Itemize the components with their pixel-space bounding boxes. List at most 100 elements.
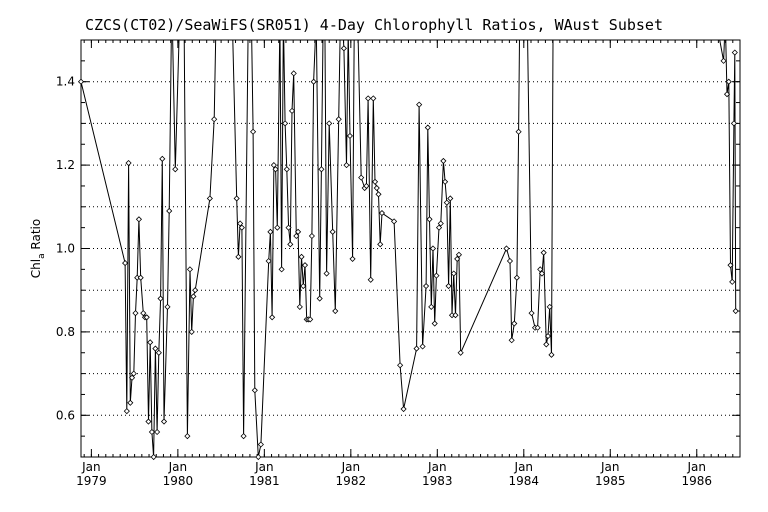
y-axis-label-sub: a — [37, 253, 47, 259]
data-point — [282, 120, 289, 127]
data-point — [132, 310, 139, 317]
data-point — [397, 362, 404, 369]
data-point — [166, 207, 173, 215]
data-point — [148, 428, 155, 436]
gridlines — [81, 81, 740, 416]
data-point — [506, 257, 514, 265]
data-point — [265, 257, 272, 265]
data-point — [349, 255, 356, 262]
x-tick-label-month: Jan — [254, 460, 274, 474]
data-point — [164, 303, 171, 310]
series-line — [81, 40, 554, 457]
data-point — [452, 312, 459, 319]
data-point — [363, 182, 370, 190]
data-point — [346, 132, 354, 139]
y-tick-label: 1.4 — [56, 75, 75, 89]
y-tick-label: 1.2 — [56, 158, 75, 172]
data-point — [416, 101, 423, 108]
x-tick-label-year: 1980 — [163, 474, 194, 488]
x-tick-label-month: Jan — [341, 460, 361, 474]
data-point — [454, 255, 461, 262]
data-point — [546, 303, 553, 310]
data-point — [137, 274, 144, 281]
data-point — [237, 220, 244, 227]
data-point — [373, 184, 380, 192]
data-point — [145, 418, 152, 425]
data-point — [323, 270, 330, 277]
data-point — [184, 433, 191, 440]
data-point — [287, 241, 294, 248]
data-point — [150, 453, 157, 461]
data-point — [318, 166, 325, 173]
data-point — [143, 314, 150, 321]
data-point — [727, 262, 734, 269]
data-point — [429, 245, 437, 252]
data-point — [371, 178, 379, 185]
data-point — [274, 224, 281, 231]
data-point — [335, 116, 342, 123]
data-point — [160, 418, 168, 425]
data-point — [233, 195, 240, 202]
x-tick-label-year: 1985 — [595, 474, 626, 488]
data-point — [329, 228, 336, 235]
x-tick-label-month: Jan — [600, 460, 620, 474]
x-tick-label-month: Jan — [427, 460, 447, 474]
data-point — [731, 49, 738, 56]
data-point — [172, 166, 179, 173]
y-tick-label: 1.0 — [56, 242, 75, 256]
x-tick-label-year: 1983 — [422, 474, 453, 488]
data-point — [154, 428, 161, 436]
data-point — [192, 287, 199, 294]
data-point — [365, 95, 372, 102]
data-point — [437, 220, 444, 227]
data-point — [435, 224, 443, 231]
data-point — [543, 341, 550, 348]
data-point — [431, 320, 438, 327]
data-point — [426, 216, 433, 223]
data-point — [278, 266, 285, 273]
data-point — [211, 116, 218, 123]
data-point — [296, 303, 303, 310]
data-point — [537, 266, 544, 273]
x-tick-label-year: 1984 — [509, 474, 540, 488]
data-point — [419, 343, 426, 350]
data-point — [367, 276, 374, 283]
data-point — [300, 282, 307, 290]
data-point — [127, 399, 134, 406]
data-point — [251, 387, 258, 394]
data-point — [301, 262, 309, 269]
x-tick-label-year: 1982 — [336, 474, 367, 488]
data-point — [544, 333, 552, 340]
data-point — [316, 295, 323, 302]
data-point — [447, 195, 454, 202]
data-point — [240, 433, 247, 440]
data-point — [123, 408, 130, 415]
data-point — [77, 78, 85, 85]
data-point — [269, 314, 276, 321]
data-point — [511, 320, 518, 327]
data-point — [445, 282, 452, 290]
data-point — [508, 337, 515, 344]
data-point — [433, 272, 440, 279]
data-point — [307, 316, 314, 323]
data-point — [128, 374, 136, 381]
data-point — [725, 78, 732, 85]
data-point — [378, 209, 386, 217]
data-point — [358, 174, 365, 181]
data-point — [326, 120, 333, 127]
data-point — [186, 266, 194, 273]
x-tick-label-month: Jan — [168, 460, 188, 474]
data-point — [440, 157, 447, 164]
y-axis-label: Chla Ratio — [29, 219, 47, 278]
data-point — [298, 253, 305, 260]
y-tick-label: 0.8 — [56, 325, 75, 339]
data-point — [285, 224, 292, 231]
data-point — [528, 310, 535, 317]
data-point — [283, 166, 290, 173]
x-tick-label-year: 1986 — [681, 474, 712, 488]
data-point — [413, 345, 420, 352]
data-point — [206, 195, 213, 202]
data-point — [455, 251, 462, 258]
data-point — [157, 295, 164, 302]
